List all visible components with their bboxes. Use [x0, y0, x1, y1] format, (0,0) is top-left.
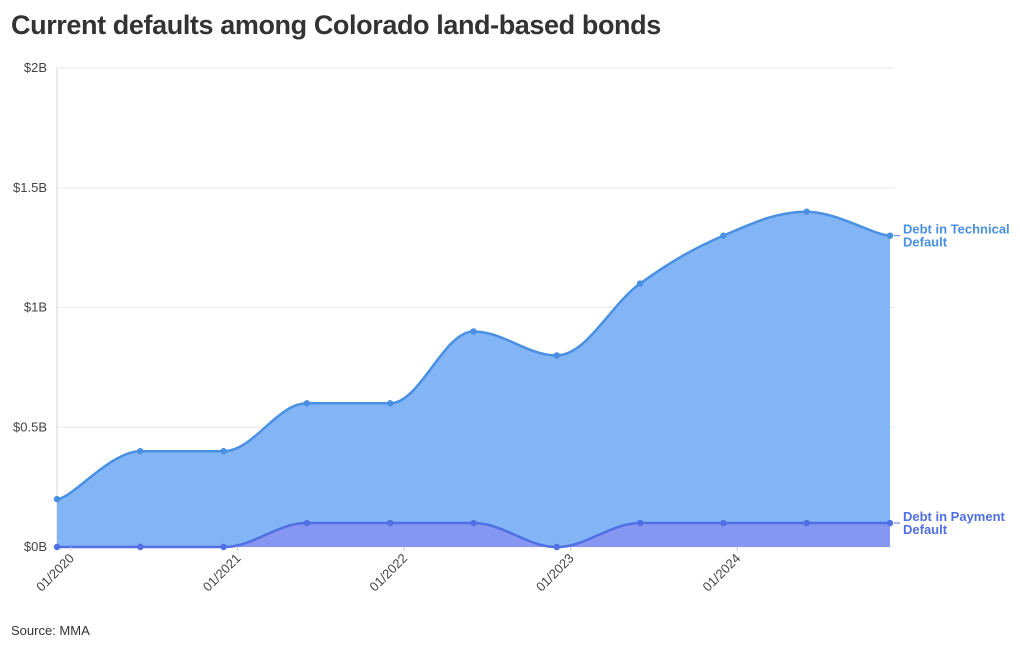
- series-label-line: Debt in Technical: [903, 222, 1010, 237]
- data-point: [53, 495, 61, 503]
- data-point: [303, 400, 311, 407]
- data-point: [220, 543, 227, 551]
- series-label: Debt in Technical Default: [903, 222, 1010, 250]
- data-point: [470, 519, 477, 527]
- data-point: [387, 519, 394, 527]
- x-tick-label: 01/2024: [700, 551, 744, 595]
- series-label: Debt in Payment Default: [903, 509, 1006, 537]
- series-area: [57, 523, 890, 547]
- data-point: [220, 448, 227, 455]
- y-tick-label: $1B: [24, 300, 47, 315]
- series-label-line: Default: [903, 235, 948, 250]
- y-tick-label: $0B: [24, 539, 47, 554]
- series-points: [53, 208, 894, 551]
- source-note: Source: MMA: [11, 623, 90, 638]
- chart-title: Current defaults among Colorado land-bas…: [11, 10, 661, 40]
- data-point: [803, 208, 810, 215]
- y-tick-label: $0.5B: [13, 419, 47, 434]
- data-point: [53, 543, 61, 551]
- series-area: [57, 211, 890, 547]
- series-label-line: Debt in Payment: [903, 509, 1006, 524]
- data-point: [553, 352, 560, 359]
- data-point: [636, 280, 644, 287]
- y-tick-label: $2B: [24, 60, 47, 75]
- x-tick-label: 01/2022: [366, 551, 410, 595]
- y-tick-label: $1.5B: [13, 180, 47, 195]
- data-point: [803, 519, 810, 527]
- data-point: [720, 519, 727, 527]
- data-point: [886, 232, 894, 239]
- data-point: [720, 232, 727, 239]
- data-point: [636, 519, 644, 527]
- data-point: [470, 328, 477, 335]
- x-tick-label: 01/2020: [33, 551, 77, 595]
- data-point: [137, 543, 144, 551]
- series-label-line: Default: [903, 522, 948, 537]
- data-point: [137, 448, 144, 455]
- data-point: [553, 543, 560, 551]
- x-tick-label: 01/2021: [200, 551, 244, 595]
- series-areas: [57, 211, 890, 547]
- data-point: [387, 400, 394, 407]
- x-axis: 01/2020 01/2021 01/2022 01/2023 01/2024: [33, 547, 743, 594]
- data-point: [886, 519, 894, 527]
- x-tick-label: 01/2023: [533, 551, 577, 595]
- data-point: [303, 519, 311, 527]
- y-axis: $0B $0.5B $1B $1.5B $2B: [13, 60, 58, 554]
